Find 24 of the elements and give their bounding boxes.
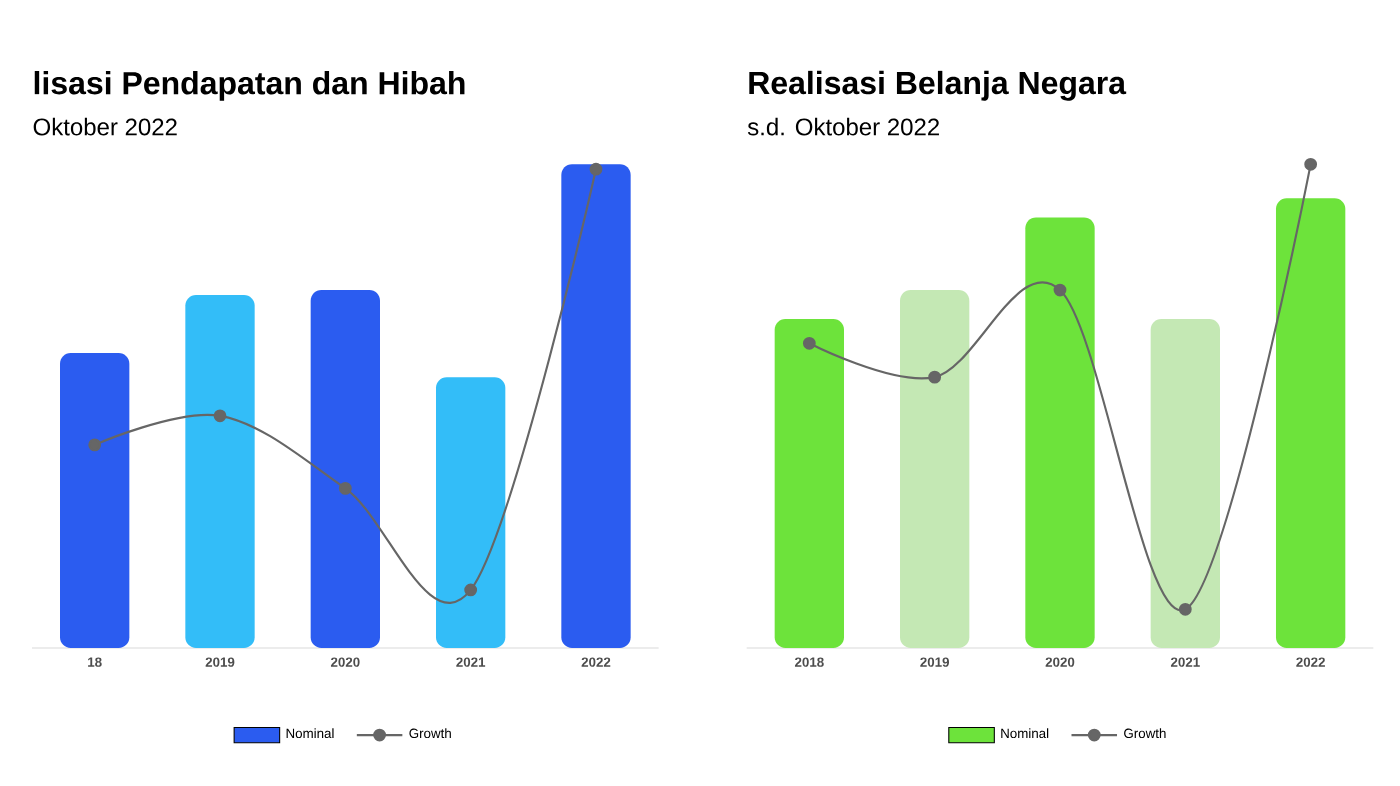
point [1304, 157, 1318, 171]
bar [60, 352, 130, 648]
point [1178, 602, 1192, 616]
point [802, 336, 816, 350]
chart-subtitle: s.d. Oktober 2022 [747, 117, 939, 136]
point [338, 481, 352, 495]
point [213, 409, 227, 422]
bar [900, 289, 970, 648]
bar [1025, 217, 1095, 648]
bar [1150, 318, 1220, 648]
point [1053, 283, 1067, 297]
chart-subtitle: Oktober 2022 [33, 117, 177, 136]
bar [436, 376, 506, 648]
point [589, 162, 603, 176]
bar [310, 289, 380, 648]
point [464, 583, 478, 597]
point [928, 370, 942, 384]
bar [774, 318, 844, 648]
chart-title: Realisasi Belanja Negara [749, 70, 1127, 101]
bar [1275, 197, 1346, 648]
point [88, 438, 102, 451]
bar [185, 294, 255, 648]
chart-title: lisasi Pendapatan dan Hibah [34, 70, 465, 101]
bar [561, 164, 631, 648]
